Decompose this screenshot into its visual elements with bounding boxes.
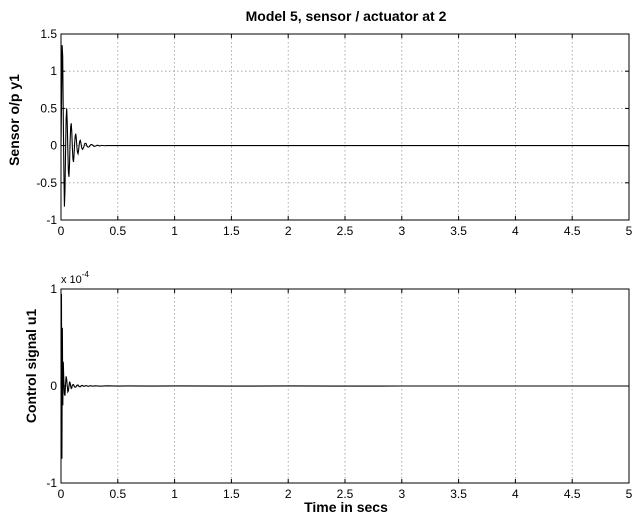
x-axis-label: Time in secs xyxy=(304,499,388,515)
x-tick-label: 1.5 xyxy=(223,224,240,238)
x-tick-label: 1 xyxy=(171,487,178,501)
x-tick-label: 0.5 xyxy=(109,224,126,238)
y-tick-label: 1.5 xyxy=(40,27,57,41)
x-tick-label: 2.5 xyxy=(337,487,354,501)
x-tick-label: 3 xyxy=(398,224,405,238)
y-tick-label: 0 xyxy=(50,379,57,393)
y-tick-label: -0.5 xyxy=(36,176,57,190)
axes: 0 0.5 1 1.5 2 2.5 3 3.5 4 4.5 5 -1 -0.5 0 0.5 1 1.5 xyxy=(36,27,632,238)
y-axis-label: Control signal u1 xyxy=(23,309,39,424)
y-tick-label: 1 xyxy=(50,64,57,78)
axes: 0 0.5 1 1.5 2 2.5 3 3.5 4 4.5 5-101 xyxy=(46,282,632,501)
x-tick-label: 3.5 xyxy=(450,487,467,501)
x-tick-label: 4 xyxy=(512,487,519,501)
x-tick-label: 0 xyxy=(58,224,65,238)
y-tick-label: 0 xyxy=(50,139,57,153)
grid xyxy=(61,34,629,220)
x-tick-label: 3.5 xyxy=(450,224,467,238)
y-tick-label: -1 xyxy=(46,476,57,490)
chart-title: Model 5, sensor / actuator at 2 xyxy=(246,8,447,24)
y-tick-label: -1 xyxy=(46,213,57,227)
x-tick-label: 4.5 xyxy=(564,487,581,501)
plot-area xyxy=(60,45,629,207)
x-tick-label: 2 xyxy=(285,487,292,501)
multiplier-base: x 10 xyxy=(61,274,82,286)
y-axis-multiplier: x 10-4 xyxy=(61,270,89,286)
bottom-panel: 0 0.5 1 1.5 2 2.5 3 3.5 4 4.5 5-101 Control signal… xyxy=(23,270,632,515)
x-tick-label: 4 xyxy=(512,224,519,238)
y-tick-label: 0.5 xyxy=(40,101,57,115)
x-tick-label: 4.5 xyxy=(564,224,581,238)
y-tick-label: 1 xyxy=(50,282,57,296)
x-tick-label: 3 xyxy=(398,487,405,501)
x-tick-label: 2.5 xyxy=(337,224,354,238)
multiplier-exponent: -4 xyxy=(82,270,90,279)
top-panel: Model 5, sensor / actuator at 2 0 0.5 1 1.5… xyxy=(6,8,632,238)
x-tick-label: 2 xyxy=(285,224,292,238)
x-tick-label: 1.5 xyxy=(223,487,240,501)
x-tick-label: 5 xyxy=(626,487,632,501)
series-line xyxy=(60,45,629,207)
x-tick-label: 0.5 xyxy=(109,487,126,501)
x-tick-label: 5 xyxy=(626,224,632,238)
plot-area xyxy=(60,293,629,459)
x-tick-label: 1 xyxy=(171,224,178,238)
y-axis-label: Sensor o/p y1 xyxy=(6,74,22,166)
x-tick-label: 0 xyxy=(58,487,65,501)
series-line xyxy=(60,293,629,459)
